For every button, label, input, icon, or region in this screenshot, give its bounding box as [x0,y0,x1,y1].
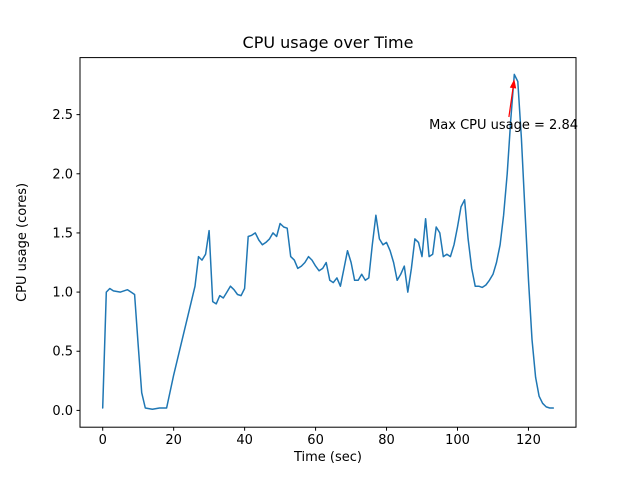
annotation-arrow-head [509,79,517,89]
x-tick-label: 120 [516,433,541,448]
x-tick-label: 60 [307,433,324,448]
y-tick-label: 2.0 [52,167,73,182]
x-tick-label: 80 [378,433,395,448]
cpu-usage-series-line [101,73,555,410]
y-tick-label: 0.5 [52,345,73,360]
y-tick-label: 1.5 [52,226,73,241]
y-axis-label: CPU usage (cores) [15,183,30,302]
plot-area-border [79,57,577,428]
x-axis-label: Time (sec) [293,450,362,465]
annotation-arrow-shaft [508,84,515,118]
y-tick-label: 2.5 [52,108,73,123]
x-axis-ticks: 0 20 40 60 80 100 120 [99,427,541,448]
max-annotation-arrow [508,79,517,118]
y-axis-ticks: 0.0 0.5 1.0 1.5 2.0 2.5 [52,108,80,419]
chart-title: CPU usage over Time [243,33,414,52]
y-tick-label: 1.0 [52,286,73,301]
x-tick-label: 20 [165,433,182,448]
max-annotation-text: Max CPU usage = 2.84 [429,118,578,133]
x-tick-label: 40 [236,433,253,448]
y-tick-label: 0.0 [52,404,73,419]
x-tick-label: 0 [99,433,107,448]
x-tick-label: 100 [445,433,470,448]
